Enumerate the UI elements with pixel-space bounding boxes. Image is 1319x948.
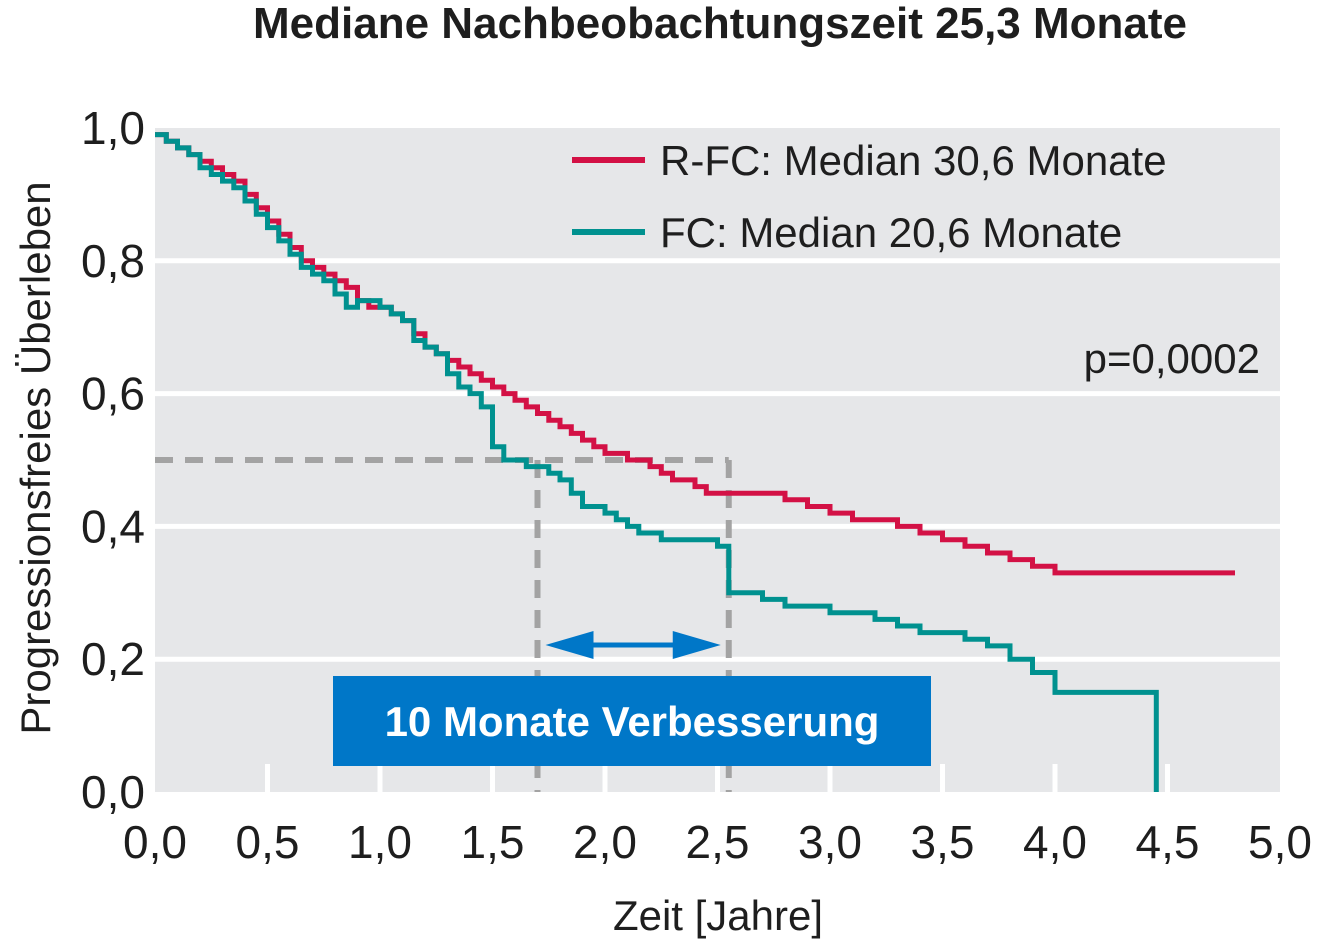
y-tick-label: 0,8	[81, 235, 145, 287]
legend: R-FC: Median 30,6 Monate FC: Median 20,6…	[572, 137, 1167, 256]
improvement-arrow-left-head	[545, 631, 594, 659]
y-axis-label: Progressionsfreies Überleben	[12, 181, 59, 734]
x-axis-ticks: 0,0 0,5 1,0 1,5 2,0 2,5 3,0 3,5 4,0 4,5 5,0	[123, 816, 1312, 868]
p-value-annotation: p=0,0002	[1084, 335, 1260, 382]
chart-title: Mediane Nachbeobachtungszeit 25,3 Monate	[253, 0, 1187, 48]
x-tick-label: 3,5	[911, 816, 975, 868]
legend-label-r-fc: R-FC: Median 30,6 Monate	[660, 137, 1167, 184]
y-tick-label: 0,4	[81, 500, 145, 552]
y-tick-label: 0,6	[81, 368, 145, 420]
x-tick-label: 0,5	[236, 816, 300, 868]
y-tick-label: 0,2	[81, 633, 145, 685]
x-tick-label: 2,0	[573, 816, 637, 868]
survival-curves	[155, 132, 1235, 792]
x-tick-label: 0,0	[123, 816, 187, 868]
legend-label-fc: FC: Median 20,6 Monate	[660, 209, 1122, 256]
improvement-arrow-right-head	[672, 631, 721, 659]
improvement-label: 10 Monate Verbesserung	[385, 698, 880, 745]
x-tick-label: 3,0	[798, 816, 862, 868]
improvement-label-box	[333, 676, 931, 766]
improvement-annotation: 10 Monate Verbesserung	[333, 631, 931, 766]
x-tick-label: 2,5	[686, 816, 750, 868]
x-tick-label: 5,0	[1248, 816, 1312, 868]
x-tick-label: 4,5	[1136, 816, 1200, 868]
y-axis-ticks: 0,0 0,2 0,4 0,6 0,8 1,0	[81, 102, 145, 818]
x-tick-label: 4,0	[1023, 816, 1087, 868]
x-tick-label: 1,5	[461, 816, 525, 868]
x-axis-label: Zeit [Jahre]	[613, 892, 823, 939]
x-tick-label: 1,0	[348, 816, 412, 868]
x-tick-marks	[265, 764, 1170, 792]
series-line-fc	[155, 132, 1159, 792]
y-tick-label: 1,0	[81, 102, 145, 154]
grid-lines	[155, 258, 1280, 662]
y-tick-label: 0,0	[81, 766, 145, 818]
